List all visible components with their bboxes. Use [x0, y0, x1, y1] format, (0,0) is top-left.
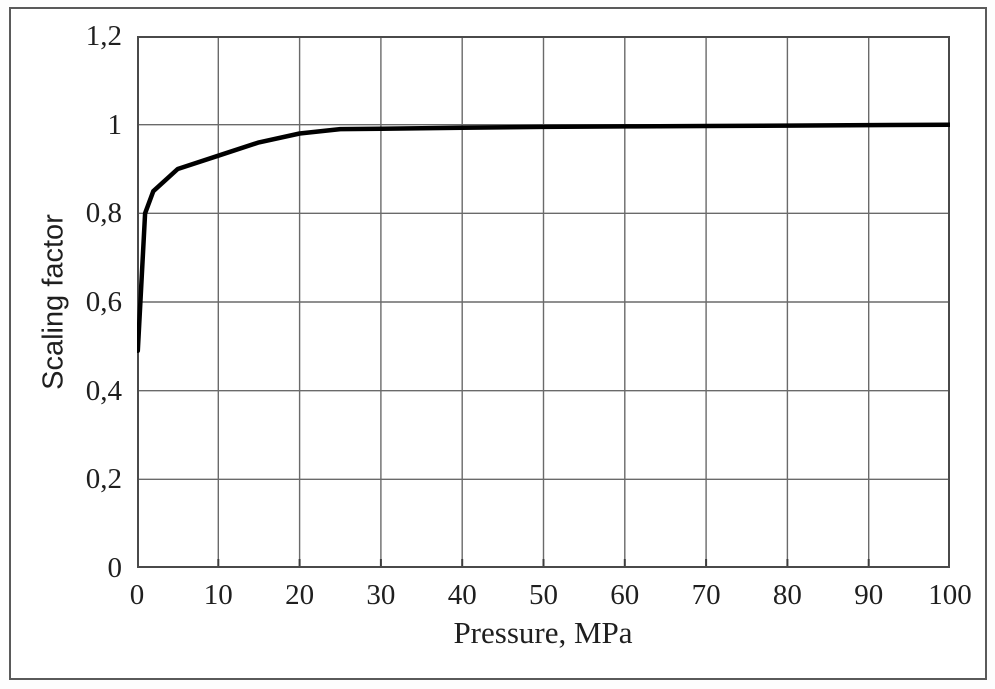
y-tick-label: 0,4 — [85, 374, 122, 407]
x-tick-label: 30 — [366, 579, 396, 611]
plot-grid-and-curve — [135, 36, 953, 568]
y-axis-title: Scaling factor — [37, 214, 70, 390]
x-tick-label: 50 — [529, 579, 558, 611]
x-tick-label: 40 — [447, 579, 477, 611]
x-tick-label: 90 — [854, 579, 884, 611]
x-tick-label: 10 — [203, 579, 233, 611]
y-tick-label: 0,6 — [85, 286, 122, 318]
plot-border — [137, 36, 950, 568]
y-tick-label: 0,8 — [85, 197, 122, 230]
plot-area — [135, 36, 953, 568]
x-tick-label: 0 — [129, 579, 145, 611]
y-tick-label: 1 — [107, 108, 123, 141]
y-tick-label: 0 — [107, 552, 123, 584]
x-tick-label: 100 — [928, 579, 972, 611]
x-tick-label: 60 — [610, 579, 640, 611]
x-tick-label: 20 — [285, 579, 315, 611]
y-tick-label: 1,2 — [85, 20, 122, 52]
scaling-factor-curve — [135, 122, 953, 354]
y-tick-label: 0,2 — [85, 463, 122, 496]
x-tick-label: 80 — [772, 579, 802, 611]
x-axis-title: Pressure, MPa — [453, 615, 633, 650]
x-tick-label: 70 — [691, 579, 721, 611]
